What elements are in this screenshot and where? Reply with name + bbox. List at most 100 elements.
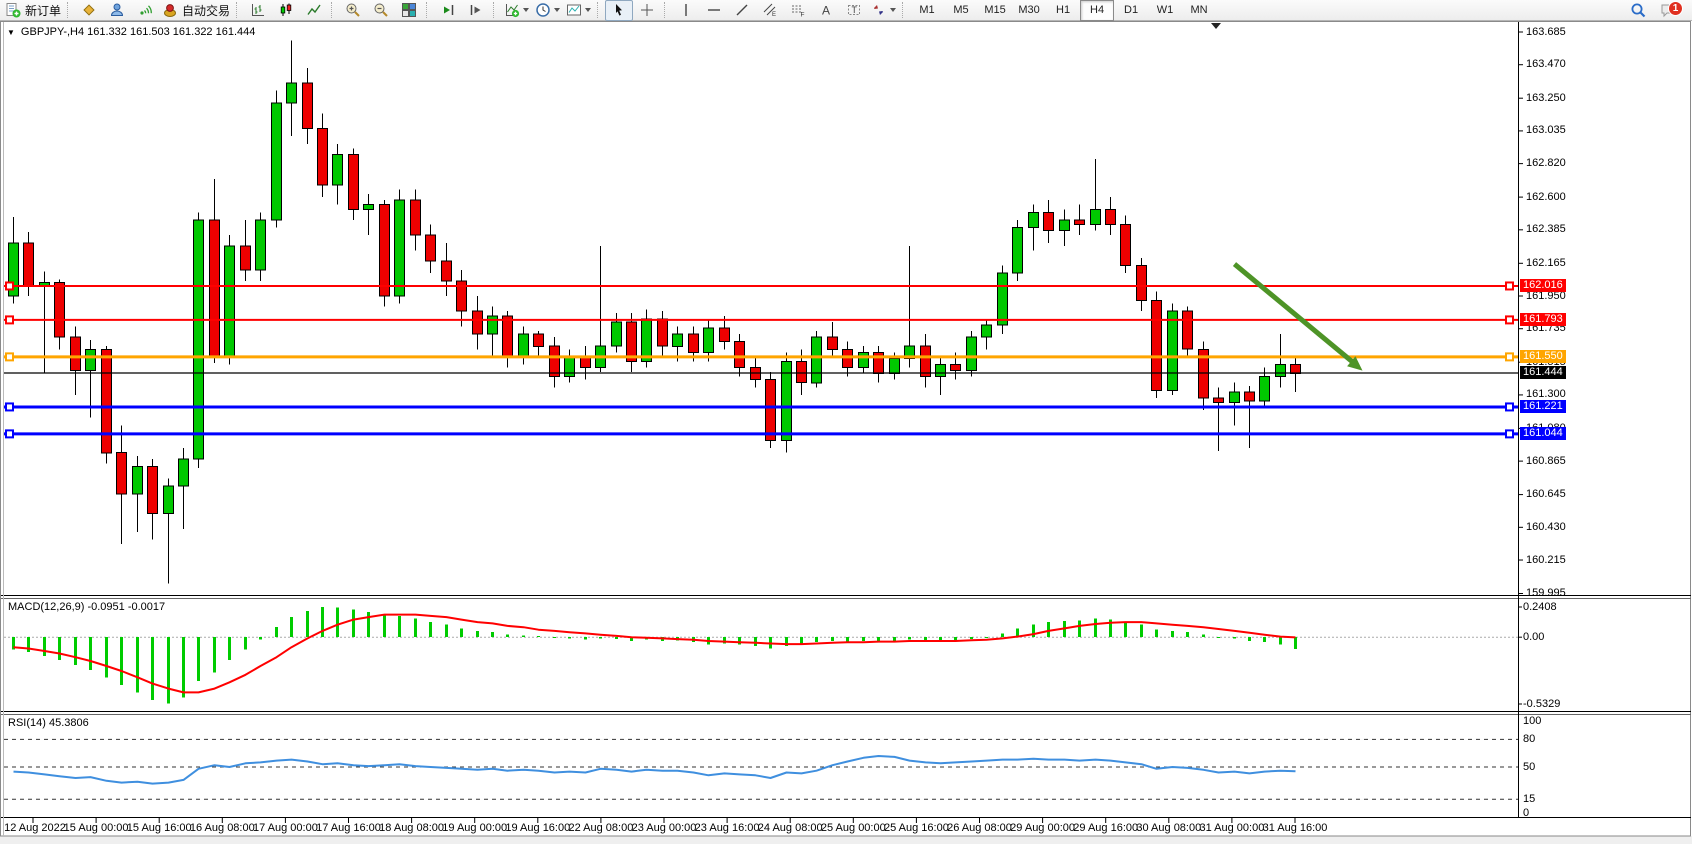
tile-windows-icon [402,3,417,17]
time-axis-label: 26 Aug 08:00 [947,822,1012,834]
autotrading-label: 自动交易 [182,3,231,18]
price-axis-label: 163.035 [1526,124,1566,137]
price-axis-label: 162.385 [1526,223,1566,236]
time-axis-label: 31 Aug 16:00 [1262,822,1328,834]
zoom-in-button[interactable] [339,0,367,21]
timeframe-W1[interactable]: W1 [1156,4,1174,16]
chart-title: GBPJPY-,H4 161.332 161.503 161.322 161.4… [20,26,256,38]
time-axis-label: 16 Aug 08:00 [189,822,255,834]
indicators-button[interactable] [501,0,532,21]
price-axis-label: 160.215 [1526,553,1566,566]
search-icon [1631,3,1645,17]
candlestick-chart-button[interactable] [272,0,300,21]
fibonacci-tool-button[interactable]: F [784,0,812,21]
timeframe-M30[interactable]: M30 [1018,4,1040,16]
price-axis-label: 160.865 [1526,454,1566,467]
arrows-tool-button[interactable] [868,0,899,21]
bar-chart-icon [252,4,265,16]
notifications-button[interactable]: 1 [1652,0,1684,21]
new-order-button[interactable]: 新订单 [2,0,64,21]
text-label-tool-button[interactable]: T [840,0,868,21]
equidistant-channel-icon: E [763,3,776,18]
timeframe-group: M1 M5 M15 M30 H1 H4 D1 W1 MN [910,0,1216,21]
trader-button[interactable] [103,0,131,21]
bar-chart-button[interactable] [244,0,272,21]
price-axis-label: 162.165 [1526,256,1566,269]
dropdown-caret [890,8,897,12]
toolbar-right: 1 [1624,0,1690,21]
new-order-label: 新订单 [25,3,62,18]
time-axis-label: 23 Aug 16:00 [694,822,760,834]
chart-shift-button[interactable] [462,0,490,21]
auto-scroll-button[interactable] [434,0,462,21]
crosshair-icon [641,4,654,16]
macd-axis-label: 0.00 [1523,630,1545,643]
gold-icon [83,4,95,16]
new-order-icon [6,3,21,18]
equidistant-channel-tool-button[interactable]: E [756,0,784,21]
time-axis-label: 23 Aug 00:00 [631,822,697,834]
price-axis-label: 160.645 [1526,488,1566,501]
timeframe-H1[interactable]: H1 [1056,4,1071,16]
macd-signal-line [13,613,1296,694]
time-axis-label: 17 Aug 00:00 [252,822,318,834]
timeframe-H4[interactable]: H4 [1080,0,1115,21]
signals-icon [140,5,152,15]
trendline-tool-button[interactable] [728,0,756,21]
timeframe-MN[interactable]: MN [1190,4,1208,16]
autotrading-icon [164,4,177,17]
rsi-indicator-label: RSI(14) 45.3806 [8,717,89,729]
svg-text:E: E [772,12,776,18]
dropdown-caret [523,8,530,12]
auto-scroll-icon [444,5,454,15]
price-line-badge: 161.221 [1520,399,1566,413]
time-axis-label: 15 Aug 16:00 [126,822,192,834]
horizontal-line-tool-button[interactable] [700,0,728,21]
autotrading-button[interactable]: 自动交易 [159,0,233,21]
price-axis-label: 162.600 [1526,190,1566,203]
time-axis-label: 30 Aug 08:00 [1136,822,1202,834]
vertical-line-tool-button[interactable] [672,0,700,21]
svg-text:F: F [801,12,805,19]
zoom-out-button[interactable] [367,0,395,21]
tile-windows-button[interactable] [395,0,423,21]
time-axis-label: 19 Aug 16:00 [505,822,571,834]
notification-badge: 1 [1668,0,1683,16]
text-tool-button[interactable]: A [812,0,840,21]
price-axis-label: 163.685 [1526,25,1566,38]
price-axis-label: 160.430 [1526,520,1566,533]
timeframe-M15[interactable]: M15 [984,4,1006,16]
vertical-line-icon [685,4,687,16]
crosshair-tool-button[interactable] [633,0,661,21]
periods-button[interactable] [532,0,563,21]
price-line-badge: 161.793 [1520,312,1566,326]
timeframe-M1[interactable]: M1 [919,4,935,16]
macd-indicator-label: MACD(12,26,9) -0.0951 -0.0017 [8,601,166,613]
price-line-badge: 161.044 [1520,426,1566,440]
toolbar-separator [902,2,907,18]
search-button[interactable] [1624,0,1652,21]
templates-icon [567,4,582,16]
time-axis-label: 24 Aug 08:00 [757,822,823,834]
toolbar: 新订单 自动交易 [0,0,1692,21]
arrows-icon [874,5,884,15]
line-chart-button[interactable] [300,0,328,21]
chart-collapse-icon[interactable]: ▼ [7,27,15,37]
templates-button[interactable] [563,0,594,21]
toolbar-separator [426,2,431,18]
timeframe-D1[interactable]: D1 [1124,4,1139,16]
horizontal-line-icon [708,9,721,11]
timeframe-M5[interactable]: M5 [953,4,969,16]
dropdown-caret [554,8,561,12]
trader-icon [111,3,124,16]
zoom-in-icon [346,3,360,17]
time-axis-label: 25 Aug 00:00 [820,822,886,834]
time-axis-label: 15 Aug 00:00 [63,822,129,834]
signals-button[interactable] [131,0,159,21]
time-axis-label: 17 Aug 16:00 [316,822,381,834]
candlestick-series [8,40,1301,584]
time-axis-label: 22 Aug 08:00 [568,822,634,834]
gold-button[interactable] [75,0,103,21]
cursor-tool-button[interactable] [605,0,634,21]
